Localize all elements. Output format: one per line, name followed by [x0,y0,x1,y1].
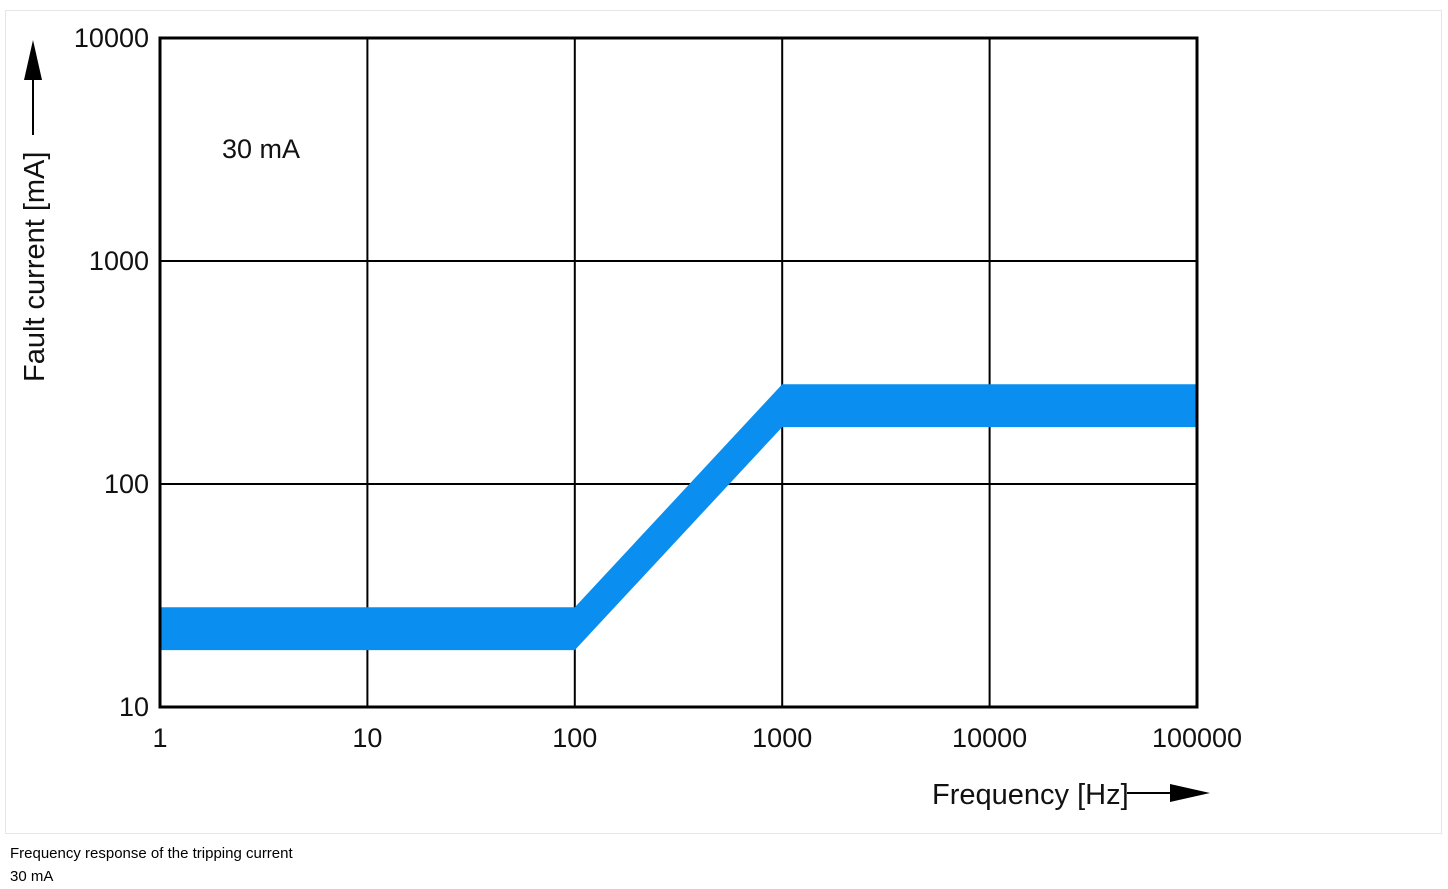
y-axis-arrow-head [24,40,42,80]
y-axis-title: Fault current [mA] [19,152,51,382]
y-tick-label: 10 [119,692,149,722]
caption-title: Frequency response of the tripping curre… [10,845,293,862]
figure-caption: Frequency response of the tripping curre… [10,842,293,888]
chart-frame [5,10,1442,834]
y-tick-labels: 10 100 1000 10000 [74,23,149,722]
y-tick-label: 100 [104,469,149,499]
x-tick-label: 1000 [752,723,812,753]
x-tick-label: 1 [152,723,167,753]
annotation-30ma: 30 mA [222,134,300,164]
x-tick-label: 10000 [952,723,1027,753]
x-tick-labels: 1 10 100 1000 10000 100000 [152,723,1242,753]
plot-area-border [158,36,1199,709]
x-axis-title: Frequency [Hz] [932,779,1129,811]
x-tick-label: 10 [352,723,382,753]
caption-subtitle: 30 mA [10,868,54,885]
y-tick-label: 1000 [89,246,149,276]
x-tick-label: 100000 [1152,723,1242,753]
y-tick-label: 10000 [74,23,149,53]
x-tick-label: 100 [552,723,597,753]
x-axis-arrow-head [1170,784,1210,802]
grid [160,38,1197,707]
x-axis-title-group: Frequency [Hz] [932,779,1210,811]
y-axis-title-group: Fault current [mA] [19,40,51,382]
tripping-current-band [160,384,1197,651]
